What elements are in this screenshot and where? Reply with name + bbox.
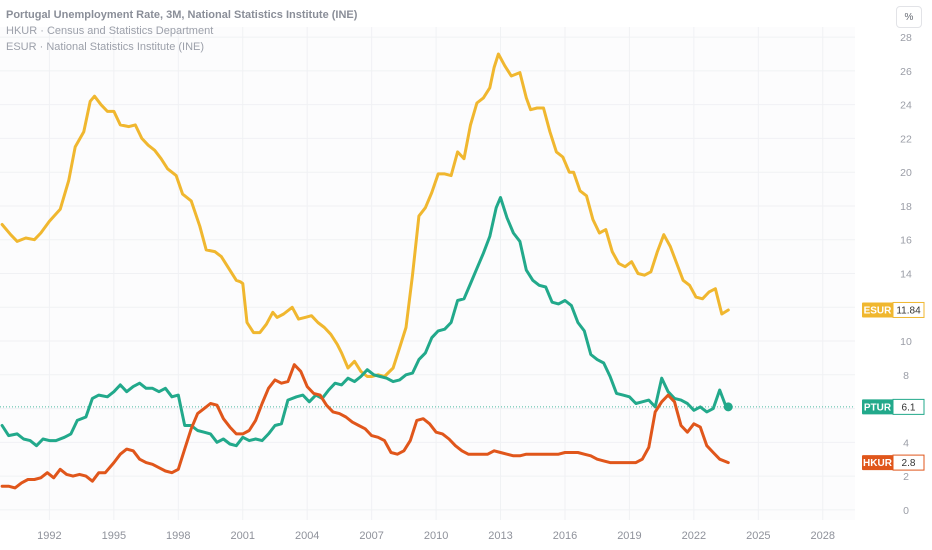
last-value-tags: ESUR 11.84 PTUR 6.1 HKUR 2.8 — [862, 301, 925, 471]
y-tick-label: 14 — [900, 269, 912, 281]
x-tick-label: 2016 — [553, 530, 577, 542]
tag-value-bg — [892, 301, 925, 318]
y-tick-label: 4 — [903, 437, 909, 449]
tag-value-bg — [892, 454, 925, 471]
x-tick-label: 2007 — [359, 530, 383, 542]
x-tick-label: 2004 — [295, 530, 319, 542]
tag-last-value: 2.8 — [902, 458, 916, 469]
y-tick-label: 0 — [903, 505, 909, 517]
legend-hkur: HKUR · Census and Statistics Department — [6, 25, 214, 37]
tag-name-bg — [862, 399, 893, 415]
y-tick-label: 10 — [900, 336, 912, 348]
y-tick-label: 18 — [900, 201, 912, 213]
x-tick-label: 2028 — [811, 530, 835, 542]
x-axis: 1992 1995 1998 2001 2004 2007 2010 2013 2016 2019… — [37, 530, 835, 542]
series-line-hkur[interactable] — [0, 363, 730, 490]
percent-unit-button[interactable]: % — [896, 6, 922, 28]
tag-series-name: ESUR — [864, 305, 893, 316]
grid-lines — [0, 27, 855, 520]
y-tick-label: 28 — [900, 32, 912, 44]
chart-legend: Portugal Unemployment Rate, 3M, National… — [6, 7, 357, 55]
x-tick-label: 2025 — [746, 530, 770, 542]
tag-name-bg — [862, 302, 893, 318]
ptur-last-point-marker — [723, 402, 733, 412]
tag-value-bg — [892, 398, 925, 415]
y-tick-label: 2 — [903, 471, 909, 483]
tag-name-bg — [862, 455, 893, 471]
last-value-tag-hkur: HKUR 2.8 — [862, 454, 925, 471]
x-tick-label: 2022 — [682, 530, 706, 542]
tag-series-name: HKUR — [863, 458, 893, 469]
y-axis: 0246810121416182022242628 — [900, 32, 912, 517]
y-tick-label: 22 — [900, 133, 912, 145]
y-tick-label: 26 — [900, 66, 912, 78]
legend-title: Portugal Unemployment Rate, 3M, National… — [6, 9, 358, 21]
tag-series-name: PTUR — [864, 402, 892, 413]
y-tick-label: 24 — [900, 100, 912, 112]
tag-last-value: 11.84 — [896, 305, 921, 316]
last-value-tag-esur: ESUR 11.84 — [862, 301, 925, 318]
y-tick-label: 8 — [903, 370, 909, 382]
x-tick-label: 2001 — [231, 530, 255, 542]
x-tick-label: 1992 — [37, 530, 61, 542]
tag-last-value: 6.1 — [902, 402, 916, 413]
x-tick-label: 1998 — [166, 530, 190, 542]
x-tick-label: 2010 — [424, 530, 448, 542]
legend-esur: ESUR · National Statistics Institute (IN… — [6, 41, 205, 53]
y-tick-label: 20 — [900, 167, 912, 179]
y-tick-label: 16 — [900, 235, 912, 247]
last-value-tag-ptur: PTUR 6.1 — [862, 398, 925, 415]
series-lines[interactable] — [0, 52, 733, 490]
x-tick-label: 1995 — [102, 530, 126, 542]
x-tick-label: 2013 — [488, 530, 512, 542]
series-line-ptur[interactable] — [0, 196, 730, 448]
x-tick-label: 2019 — [617, 530, 641, 542]
